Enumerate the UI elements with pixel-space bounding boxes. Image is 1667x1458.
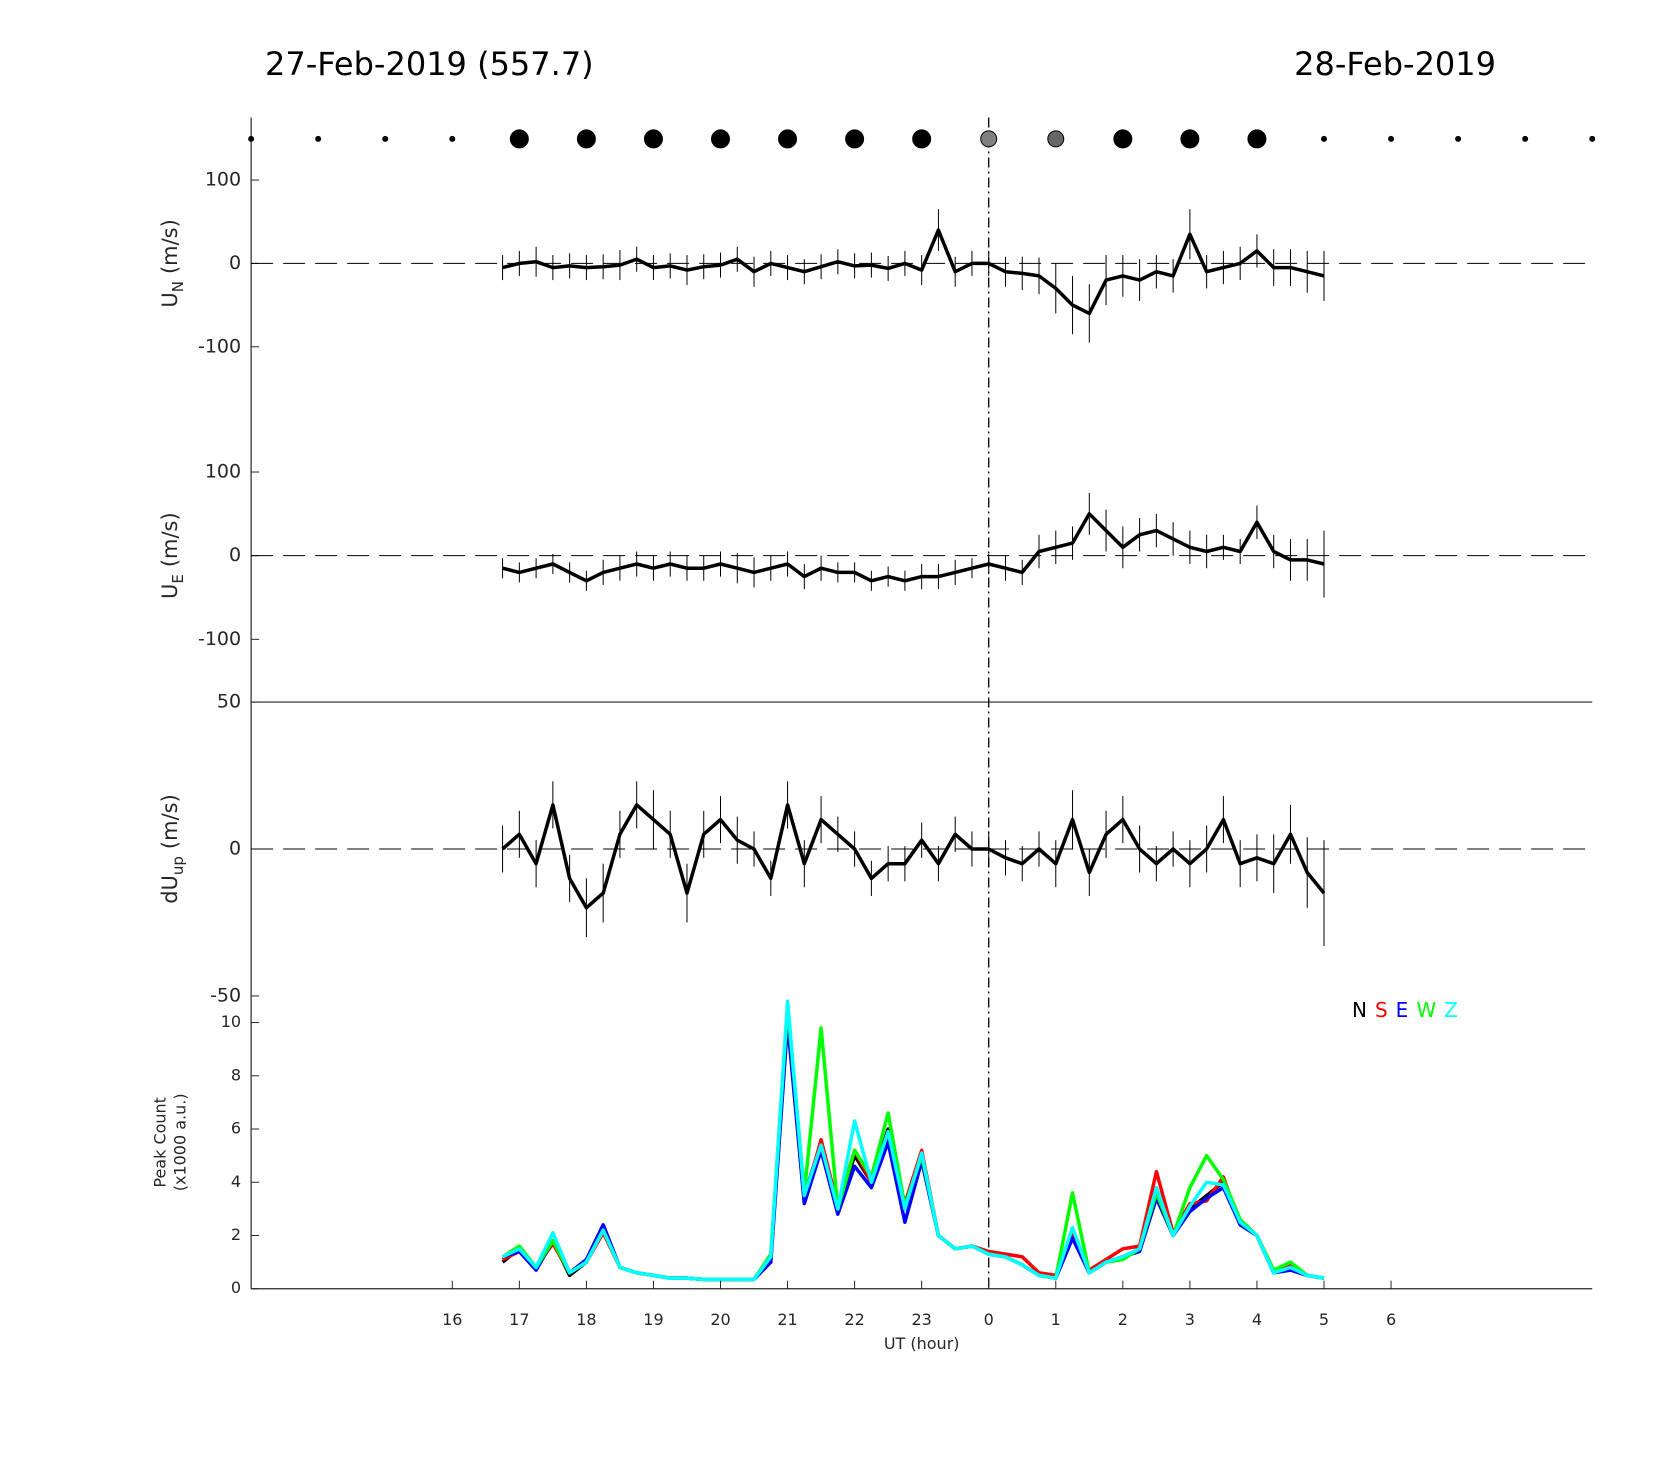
condition-marker (845, 129, 865, 149)
y-tick-label: -50 (210, 984, 241, 1006)
x-tick-label: 21 (777, 1310, 797, 1329)
condition-marker (778, 129, 798, 149)
condition-marker (1589, 135, 1596, 142)
legend-entry: W (1416, 997, 1436, 1021)
condition-marker (643, 129, 663, 149)
x-tick-label: 17 (509, 1310, 529, 1329)
date-right: 28-Feb-2019 (1294, 45, 1496, 83)
x-axis-label: UT (hour) (884, 1334, 960, 1353)
y-axis-label: Peak Count (150, 1097, 169, 1188)
y-axis-label: UE (m/s) (158, 512, 187, 599)
y-tick-label: 100 (205, 461, 241, 483)
x-tick-label: 19 (643, 1310, 663, 1329)
legend-entry: Z (1444, 997, 1458, 1021)
series-line (501, 1007, 1325, 1282)
y-axis-label: (x1000 a.u.) (170, 1093, 189, 1191)
x-tick-label: 16 (442, 1310, 462, 1329)
y-tick-label: 0 (229, 838, 241, 860)
series-line (501, 1012, 1325, 1282)
data-line (502, 512, 1325, 583)
condition-marker (1388, 135, 1395, 142)
y-axis-label: UN (m/s) (158, 219, 187, 307)
y-label-main: dU (158, 875, 182, 904)
y-tick-label: 10 (221, 1012, 241, 1031)
x-tick-label: 1 (1051, 1310, 1061, 1329)
series-line (502, 1020, 1325, 1282)
x-tick-label: 20 (710, 1310, 730, 1329)
y-tick-label: 2 (231, 1225, 241, 1244)
condition-marker (382, 135, 389, 142)
y-label-main: U (158, 292, 182, 307)
y-tick-label: 100 (205, 169, 241, 191)
y-tick-label: 4 (231, 1172, 241, 1191)
legend-entry: S (1375, 997, 1388, 1021)
y-label-sub: up (168, 856, 186, 875)
condition-marker (1455, 135, 1462, 142)
x-tick-label: 2 (1118, 1310, 1128, 1329)
y-tick-label: 0 (229, 252, 241, 274)
condition-marker (449, 135, 456, 142)
condition-marker (1247, 129, 1267, 149)
condition-marker (576, 129, 596, 149)
data-line (502, 228, 1325, 316)
x-tick-label: 22 (844, 1310, 864, 1329)
y-label-unit: (m/s) (158, 219, 182, 274)
y-tick-label: -100 (198, 628, 241, 650)
condition-marker (980, 130, 998, 148)
condition-marker (912, 129, 932, 149)
y-label-unit: (m/s) (158, 794, 182, 849)
series-line (501, 1004, 1325, 1282)
condition-marker (1180, 129, 1200, 149)
y-label-sub: E (168, 574, 186, 583)
legend-entry: E (1396, 997, 1409, 1021)
condition-marker (1113, 129, 1133, 149)
y-tick-label: 50 (217, 691, 241, 713)
condition-marker (509, 129, 529, 149)
x-tick-label: 3 (1185, 1310, 1195, 1329)
y-tick-label: 0 (229, 544, 241, 566)
y-tick-label: 8 (231, 1065, 241, 1084)
condition-marker (1522, 135, 1529, 142)
condition-marker (1047, 130, 1065, 148)
x-tick-label: 5 (1319, 1310, 1329, 1329)
data-line (501, 803, 1326, 910)
y-label-unit: (m/s) (158, 512, 182, 567)
y-axis-label: dUup (m/s) (158, 794, 187, 904)
condition-marker (711, 129, 731, 149)
date-left: 27-Feb-2019 (557.7) (265, 45, 594, 83)
y-tick-label: -100 (198, 335, 241, 357)
y-tick-label: 0 (231, 1278, 241, 1297)
condition-marker (1320, 135, 1327, 142)
x-tick-label: 23 (911, 1310, 931, 1329)
condition-marker (315, 135, 322, 142)
y-label-sub: N (168, 281, 186, 292)
series-line (501, 999, 1325, 1282)
condition-marker (248, 135, 255, 142)
x-tick-label: 6 (1386, 1310, 1396, 1329)
x-tick-label: 18 (576, 1310, 596, 1329)
y-label-main: U (158, 584, 182, 599)
y-tick-label: 6 (231, 1119, 241, 1138)
legend-entry: N (1352, 997, 1367, 1021)
x-tick-label: 0 (984, 1310, 994, 1329)
x-tick-label: 4 (1252, 1310, 1262, 1329)
